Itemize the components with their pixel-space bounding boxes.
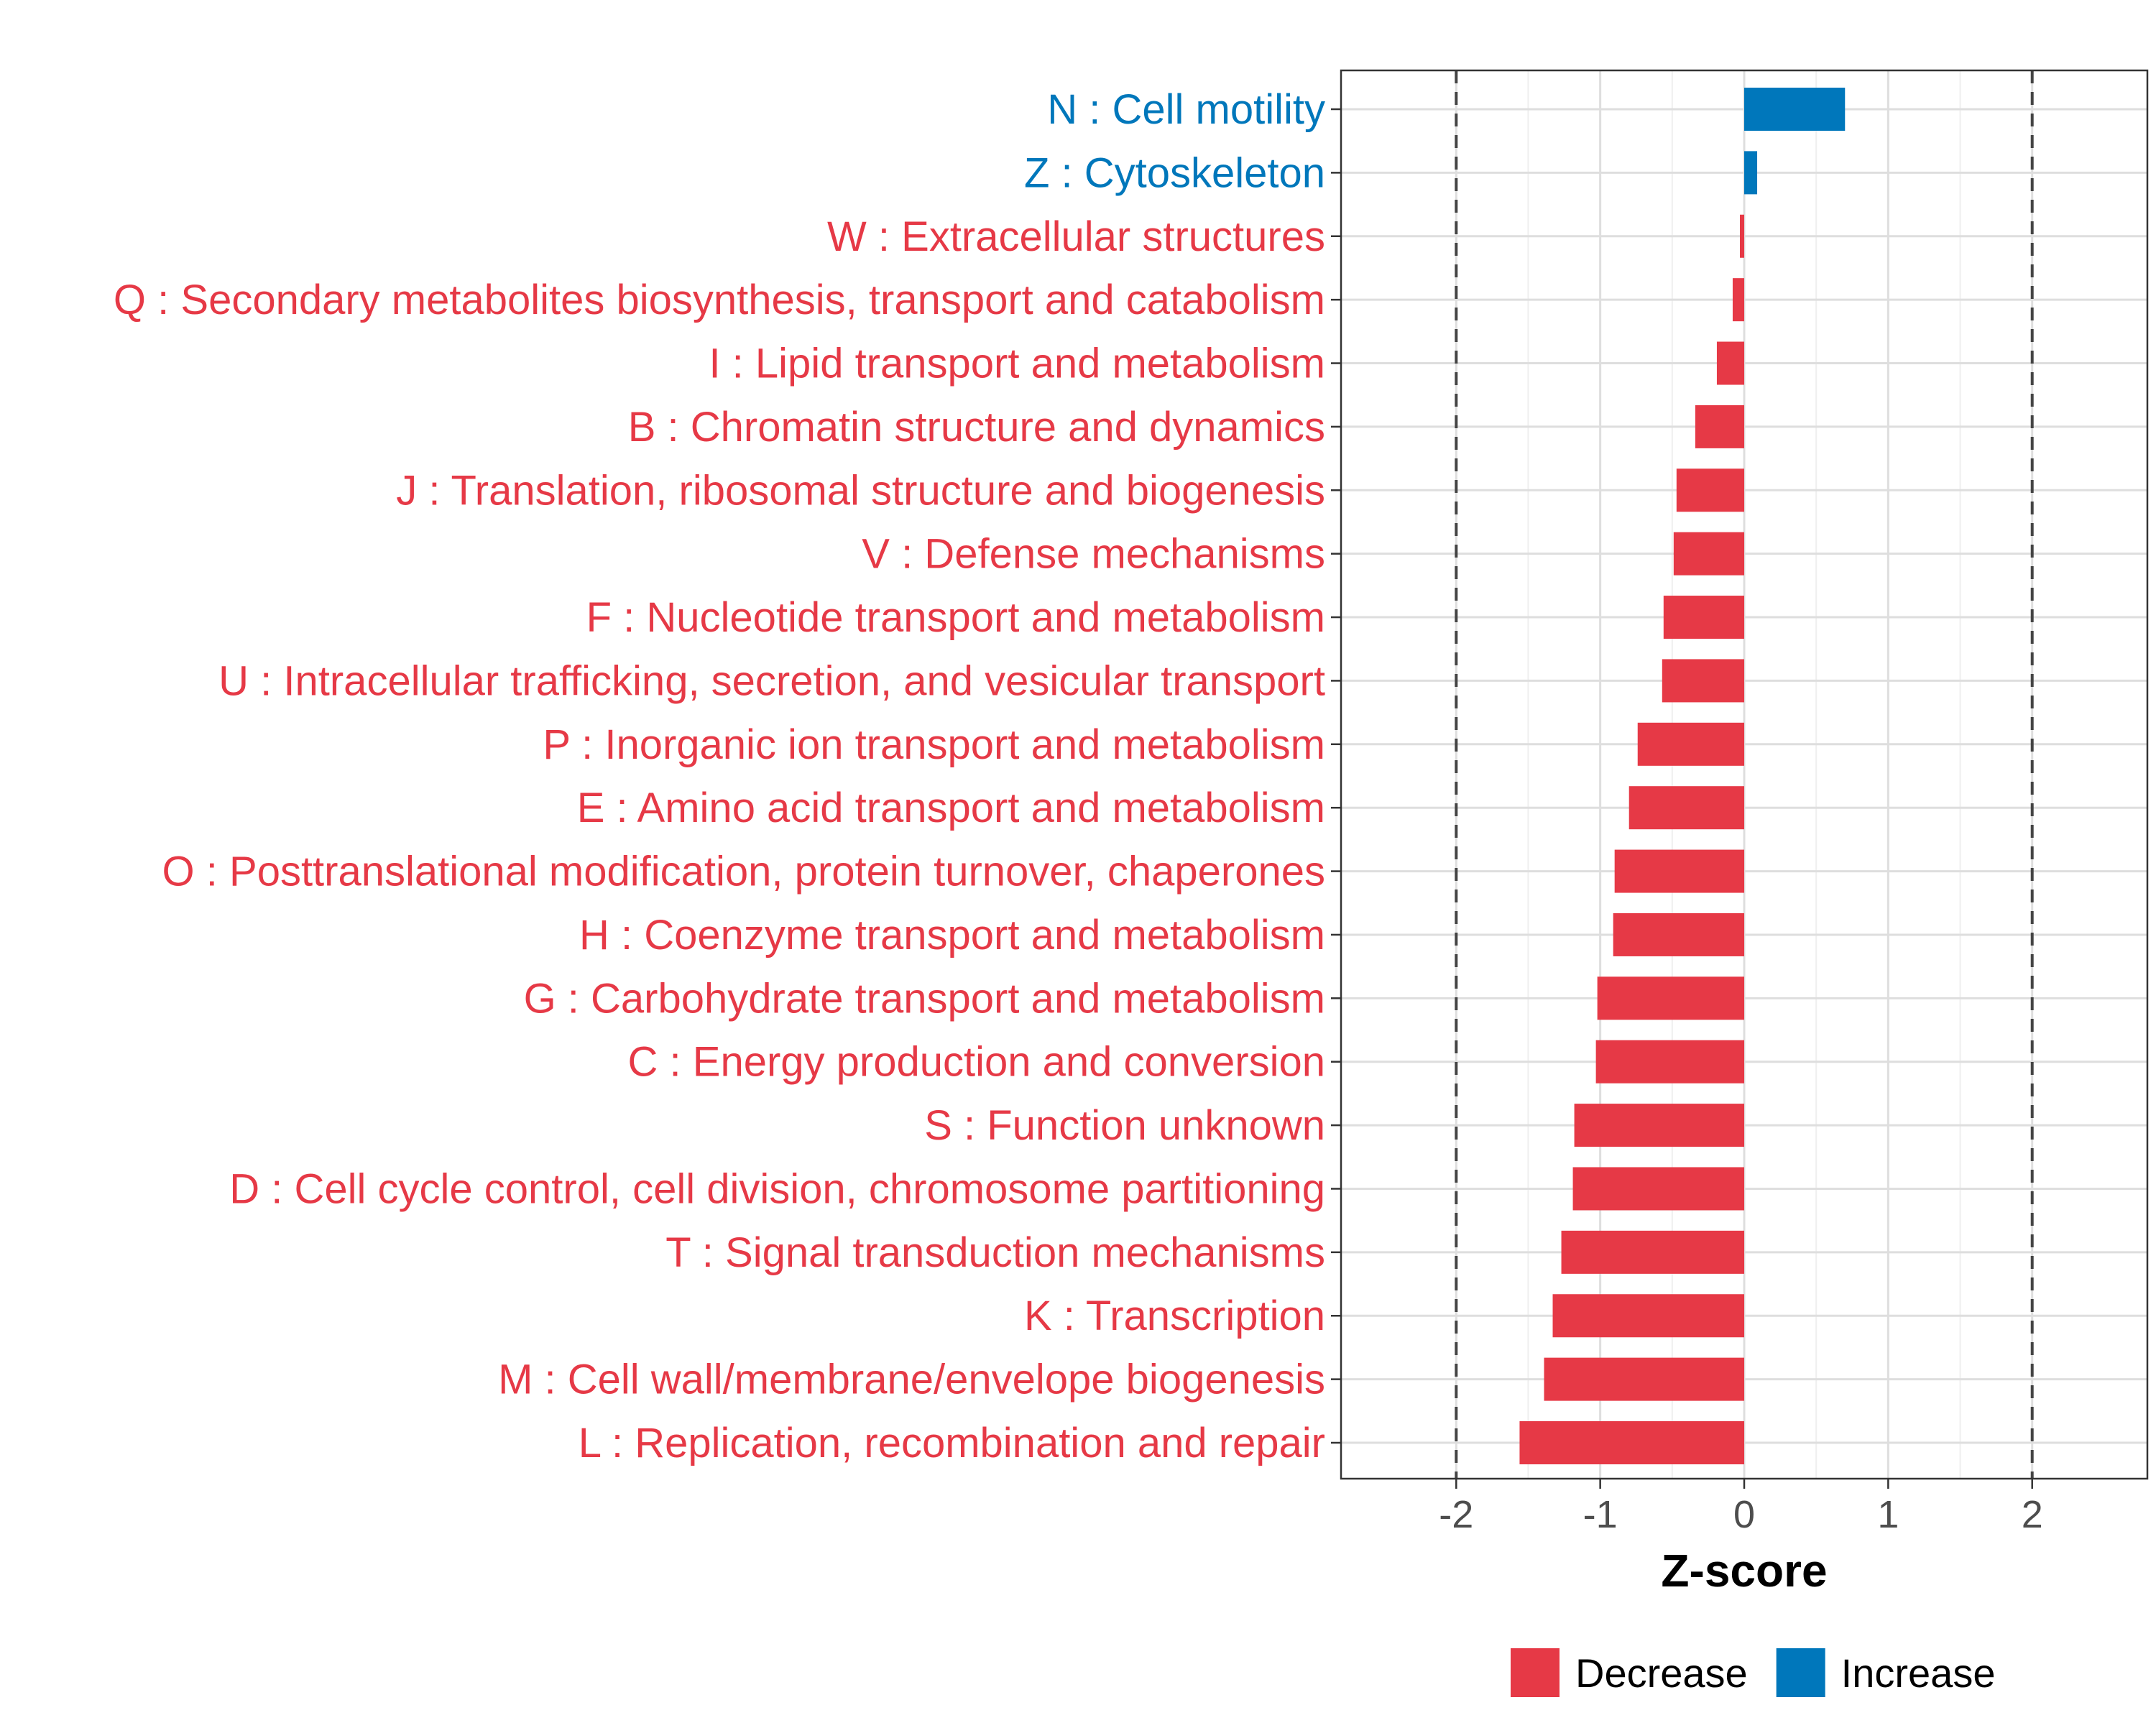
bar-t [1561, 1230, 1744, 1274]
category-label: E : Amino acid transport and metabolism [577, 785, 1325, 831]
category-label: D : Cell cycle control, cell division, c… [229, 1165, 1325, 1212]
bars [1519, 88, 1846, 1464]
category-ticks [1331, 108, 1341, 1444]
category-label: K : Transcription [1024, 1293, 1325, 1339]
x-axis-ticks: -2 -1 0 1 2 [1439, 1479, 2043, 1536]
category-label: F : Nucleotide transport and metabolism [586, 594, 1325, 641]
x-tick-label: -1 [1583, 1493, 1618, 1536]
x-tick-label: 2 [2022, 1493, 2043, 1536]
category-label: J : Translation, ribosomal structure and… [396, 467, 1325, 514]
bar-b [1695, 405, 1744, 448]
bar-m [1544, 1357, 1744, 1401]
bar-o [1614, 849, 1744, 893]
category-label: Q : Secondary metabolites biosynthesis, … [114, 277, 1325, 323]
category-label: M : Cell wall/membrane/envelope biogenes… [498, 1357, 1325, 1403]
category-label: C : Energy production and conversion [628, 1039, 1325, 1086]
category-label: L : Replication, recombination and repai… [579, 1420, 1325, 1466]
category-label: G : Carbohydrate transport and metabolis… [524, 975, 1325, 1022]
x-tick-label: 0 [1733, 1493, 1755, 1536]
bar-n [1744, 88, 1846, 131]
category-label: W : Extracellular structures [827, 213, 1325, 260]
bar-s [1574, 1104, 1744, 1147]
reference-lines [1455, 70, 2034, 1479]
legend-label-decrease: Decrease [1575, 1650, 1748, 1696]
x-tick-label: 1 [1877, 1493, 1899, 1536]
category-label: N : Cell motility [1047, 86, 1325, 133]
category-label: T : Signal transduction mechanisms [665, 1229, 1325, 1276]
bar-q [1732, 278, 1744, 322]
category-label: S : Function unknown [924, 1102, 1325, 1149]
bar-l [1519, 1421, 1744, 1464]
category-label: P : Inorganic ion transport and metaboli… [543, 721, 1325, 768]
legend: Decrease Increase [1511, 1648, 1995, 1697]
bar-v [1673, 532, 1744, 576]
bar-z [1744, 151, 1758, 195]
bar-d [1572, 1167, 1744, 1211]
bar-w [1739, 214, 1744, 258]
legend-key-decrease [1511, 1648, 1560, 1697]
legend-label-increase: Increase [1841, 1650, 1996, 1696]
category-label: H : Coenzyme transport and metabolism [579, 912, 1325, 958]
category-label: U : Intracellular trafficking, secretion… [218, 657, 1325, 704]
bar-p [1637, 722, 1744, 766]
category-label: Z : Cytoskeleton [1024, 149, 1325, 196]
category-label: V : Defense mechanisms [862, 531, 1325, 578]
category-label: O : Posttranslational modification, prot… [162, 849, 1325, 895]
category-label: I : Lipid transport and metabolism [709, 341, 1325, 387]
bar-j [1676, 468, 1744, 512]
bar-f [1663, 596, 1744, 639]
category-labels: N : Cell motility Z : Cytoskeleton W : Ext… [114, 86, 1325, 1466]
x-axis-title: Z-score [1661, 1545, 1827, 1597]
bar-e [1628, 786, 1744, 830]
legend-key-increase [1776, 1648, 1825, 1697]
bar-g [1597, 976, 1744, 1020]
bar-c [1595, 1040, 1744, 1084]
bar-u [1662, 659, 1744, 703]
bar-h [1613, 912, 1744, 956]
category-label: B : Chromatin structure and dynamics [628, 404, 1325, 451]
x-tick-label: -2 [1439, 1493, 1473, 1536]
bar-k [1552, 1294, 1744, 1338]
bar-i [1716, 341, 1744, 385]
